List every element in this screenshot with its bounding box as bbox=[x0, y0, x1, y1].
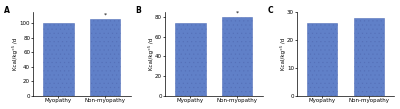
Text: *: * bbox=[104, 13, 106, 18]
Y-axis label: Kcal/kg°⁵ /d: Kcal/kg°⁵ /d bbox=[12, 38, 18, 70]
Text: *: * bbox=[235, 11, 238, 16]
Y-axis label: Kcal/kg°⁵ /d: Kcal/kg°⁵ /d bbox=[280, 38, 286, 70]
Text: B: B bbox=[136, 6, 141, 15]
Y-axis label: Kcal/kg°⁵ /d: Kcal/kg°⁵ /d bbox=[148, 38, 154, 70]
Bar bbox=[307, 23, 338, 96]
Text: A: A bbox=[4, 6, 10, 15]
Bar bbox=[90, 19, 120, 96]
Bar bbox=[175, 23, 206, 96]
Text: C: C bbox=[268, 6, 273, 15]
Bar bbox=[222, 17, 252, 96]
Bar bbox=[43, 23, 74, 96]
Bar bbox=[354, 18, 384, 96]
